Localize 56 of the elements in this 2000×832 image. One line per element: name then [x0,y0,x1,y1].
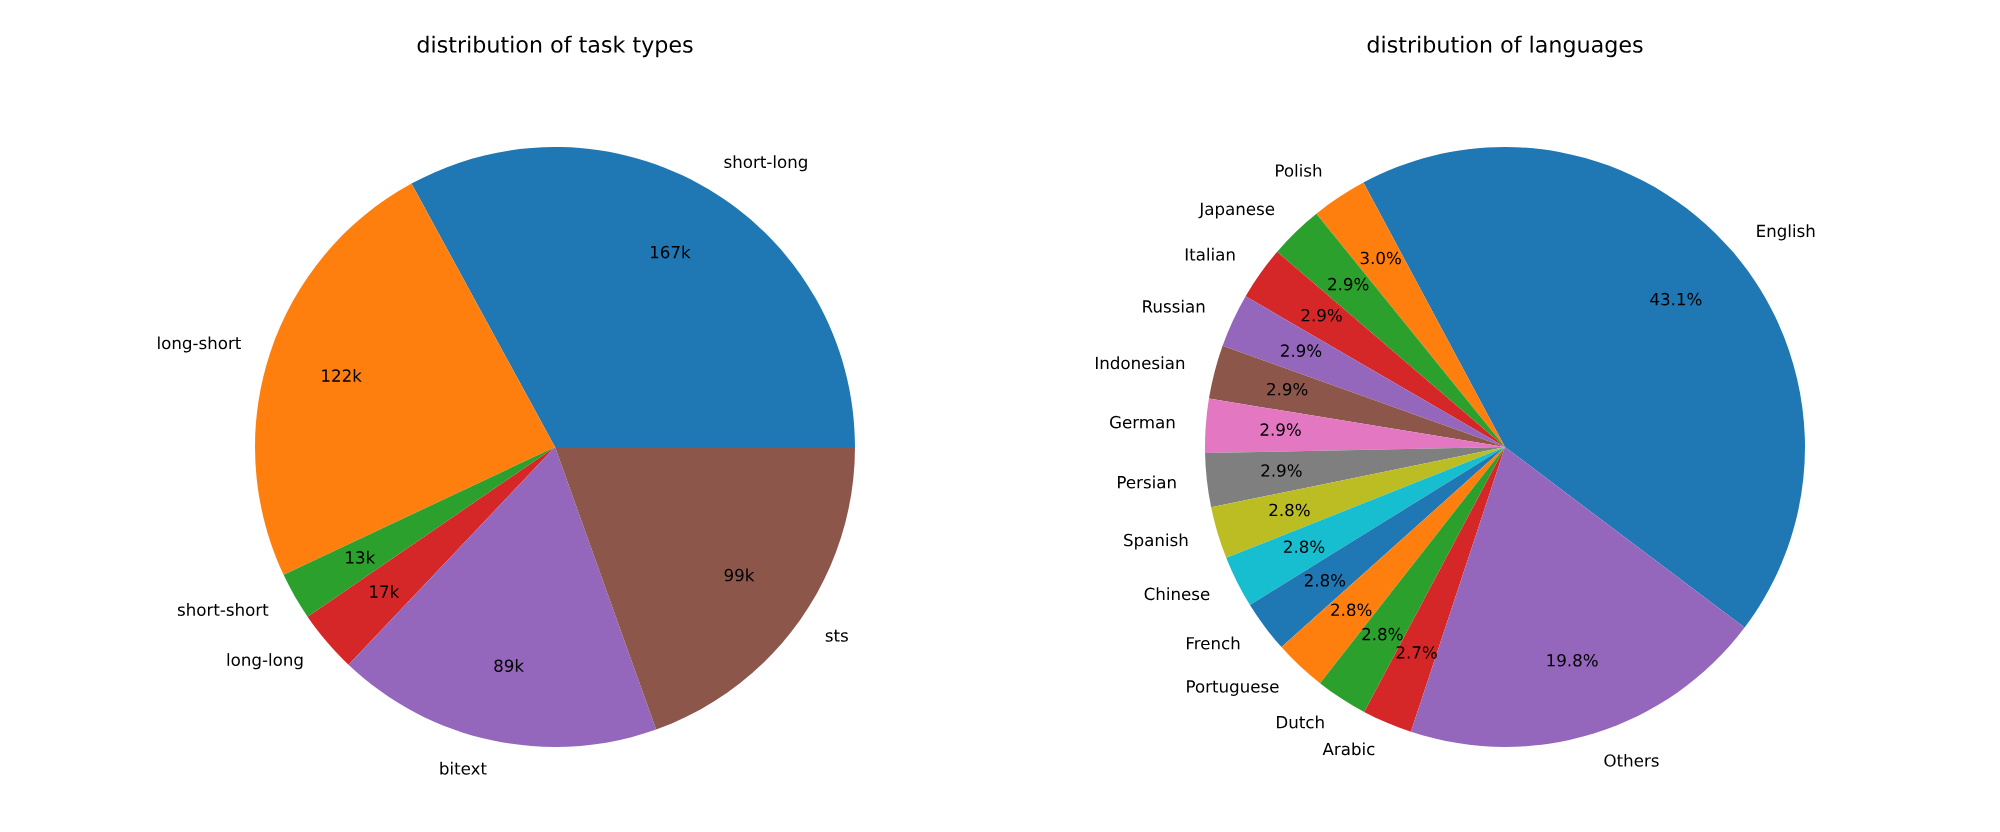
data-label: 2.8% [1269,503,1310,517]
data-label: 2.8% [1304,574,1346,587]
slice-label: French [1187,636,1240,650]
slice-label: English [1757,224,1815,241]
data-label: 2.9% [1328,277,1369,291]
slice-label: Arabic [1322,742,1375,756]
data-label: 99k [724,568,755,582]
chart-title: distribution of task types [417,35,693,58]
slice-label: bitext [440,761,487,775]
slice-label: Polish [1276,163,1322,177]
slice-label: German [1110,415,1175,429]
data-label: 2.9% [1260,423,1301,436]
pie-slice [1245,251,1505,447]
data-label: 167k [651,245,691,259]
slice-label: Dutch [1277,715,1324,729]
data-label: 17k [370,584,400,598]
pie-slice [1205,398,1505,454]
data-label: 2.8% [1331,603,1372,617]
slice-label: short-short [177,603,269,616]
data-label: 2.9% [1301,308,1342,322]
pie-slice [411,147,855,447]
data-label: 89k [494,659,525,673]
data-label: 122k [322,369,362,382]
pie-slice [1249,447,1505,648]
data-label: 43.1% [1650,292,1702,306]
pie-slice [555,447,855,730]
slice-label: Others [1604,753,1659,767]
data-label: 2.8% [1284,540,1325,553]
slice-label: Spanish [1124,533,1188,550]
pie-slice [283,447,555,617]
pie-slice [348,447,657,747]
pie-slice [1211,447,1505,558]
slice-label: Russian [1143,299,1205,313]
slice-label: short-long [724,155,807,172]
slice-label: Portuguese [1187,680,1279,696]
pie-slice [1226,447,1505,605]
data-label: 19.8% [1547,653,1598,667]
slice-label: long-short [158,336,241,353]
slice-label: Japanese [1198,202,1275,219]
slice-label: sts [825,629,848,642]
slice-label: long-long [227,653,303,670]
data-label: 2.9% [1261,464,1302,477]
chart-title: distribution of languages [1367,35,1643,58]
slice-label: Persian [1118,475,1176,489]
pie-slice [255,183,555,575]
slice-label: Indonesian [1095,356,1185,370]
pie-slice [1208,345,1505,447]
slice-label: Chinese [1144,587,1210,601]
data-label: 2.9% [1267,382,1308,396]
data-label: 2.9% [1281,344,1322,357]
data-label: 2.7% [1396,646,1437,659]
pie-slice [1222,296,1505,447]
data-label: 13k [346,550,376,564]
data-label: 2.8% [1362,627,1403,641]
data-label: 3.0% [1360,251,1401,265]
slice-label: Italian [1185,247,1235,261]
